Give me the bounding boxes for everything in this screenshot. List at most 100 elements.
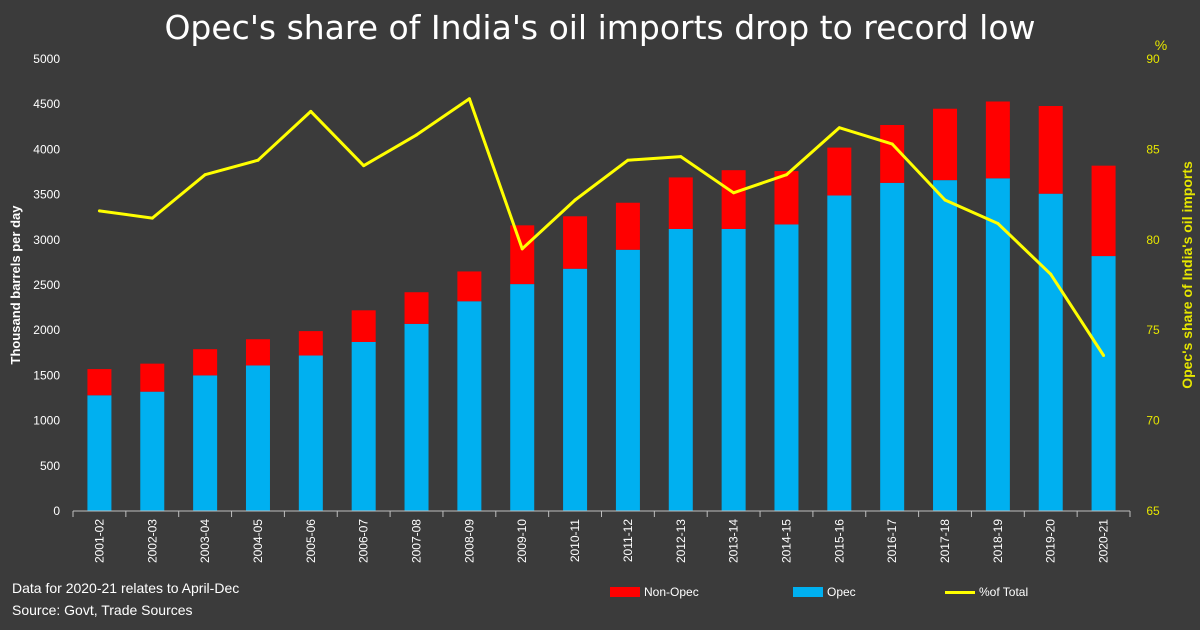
y-tick-label: 4000 (33, 142, 60, 156)
y2-axis-unit: % (1155, 37, 1167, 53)
legend-swatch-non-opec (610, 587, 640, 597)
chart-title: Opec's share of India's oil imports drop… (164, 8, 1036, 47)
x-tick-label: 2011-12 (621, 519, 635, 562)
bar-non-opec (404, 292, 429, 324)
legend-item-non-opec: Non-Opec (610, 585, 699, 599)
y-tick-label: 5000 (33, 52, 60, 66)
bar-opec (933, 180, 958, 512)
bar-non-opec (615, 202, 640, 250)
bar-opec (404, 323, 429, 511)
bar-non-opec (87, 369, 112, 396)
legend-label-percent-of-total: %of Total (979, 585, 1029, 599)
legend-label-non-opec: Non-Opec (644, 585, 699, 599)
x-tick-label: 2007-08 (410, 519, 424, 563)
bar-non-opec (827, 147, 852, 196)
line-point (415, 133, 419, 137)
legend-swatch-percent-of-total (945, 590, 975, 594)
bar-opec (880, 182, 905, 511)
line-point (943, 198, 947, 202)
bar-opec (193, 375, 218, 511)
bar-non-opec (298, 331, 323, 356)
line-point (573, 198, 577, 202)
x-tick-label: 2010-11 (568, 519, 582, 562)
bar-opec (668, 228, 693, 511)
bar-opec (140, 391, 165, 511)
line-point (996, 222, 1000, 226)
bar-non-opec (351, 310, 376, 342)
bar-non-opec (668, 177, 693, 229)
line-point (467, 97, 471, 101)
y-tick-label: 1500 (33, 368, 60, 382)
line-point (1102, 354, 1106, 358)
legend-item-percent-of-total: %of Total (945, 585, 1028, 599)
bar-non-opec (510, 225, 535, 285)
bar-non-opec (933, 108, 958, 181)
bar-non-opec (1038, 106, 1063, 194)
y-tick-label: 4500 (33, 97, 60, 111)
bar-opec (827, 195, 852, 511)
bar-non-opec (457, 271, 482, 302)
x-tick-label: 2001-02 (92, 519, 106, 563)
y-tick-label: 0 (53, 504, 60, 518)
line-point (679, 155, 683, 159)
y2-tick-label: 85 (1146, 142, 1160, 156)
y-tick-label: 1000 (33, 414, 60, 428)
footnote: Data for 2020-21 relates to April-Dec (12, 580, 240, 596)
x-tick-label: 2014-15 (779, 519, 793, 563)
y2-tick-label: 70 (1146, 414, 1160, 428)
bar-opec (774, 224, 799, 511)
y-tick-label: 3000 (33, 233, 60, 247)
bar-opec (298, 355, 323, 511)
x-tick-label: 2017-18 (938, 519, 952, 563)
x-tick-label: 2012-13 (674, 519, 688, 563)
bar-opec (615, 249, 640, 511)
bar-opec (457, 301, 482, 511)
line-point (1049, 272, 1053, 276)
legend-swatch-opec (793, 587, 823, 597)
y-tick-label: 500 (40, 459, 60, 473)
y2-tick-label: 65 (1146, 504, 1160, 518)
bar-opec (1038, 193, 1063, 512)
x-tick-label: 2020-21 (1097, 519, 1111, 563)
x-tick-label: 2018-19 (991, 519, 1005, 563)
y2-tick-label: 80 (1146, 233, 1160, 247)
line-point (784, 173, 788, 177)
bar-opec (245, 365, 270, 511)
source-note: Source: Govt, Trade Sources (12, 602, 193, 618)
line-point (732, 191, 736, 195)
bar-opec (1091, 256, 1116, 511)
line-point (362, 164, 366, 168)
bar-opec (985, 178, 1010, 511)
line-point (150, 216, 154, 220)
legend: Non-Opec Opec %of Total (0, 585, 1200, 603)
bar-opec (563, 268, 588, 511)
x-tick-label: 2008-09 (462, 519, 476, 563)
line-point (97, 209, 101, 213)
bar-opec (87, 395, 112, 511)
x-tick-label: 2015-16 (832, 519, 846, 563)
legend-item-opec: Opec (793, 585, 856, 599)
line-point (520, 247, 524, 251)
bar-non-opec (245, 339, 270, 366)
y-tick-label: 2000 (33, 323, 60, 337)
y-tick-label: 3500 (33, 188, 60, 202)
x-tick-label: 2002-03 (145, 519, 159, 563)
x-tick-label: 2003-04 (198, 519, 212, 563)
y-tick-label: 2500 (33, 278, 60, 292)
bar-non-opec (985, 101, 1010, 179)
y2-axis-label: Opec's share of India's oil imports (1179, 161, 1195, 389)
bar-non-opec (1091, 165, 1116, 257)
x-tick-label: 2004-05 (251, 519, 265, 563)
legend-label-opec: Opec (827, 585, 856, 599)
bar-opec (351, 341, 376, 511)
line-point (256, 158, 260, 162)
y2-tick-label: 90 (1146, 52, 1160, 66)
bar-opec (721, 228, 746, 511)
x-tick-label: 2016-17 (885, 519, 899, 563)
x-tick-label: 2009-10 (515, 519, 529, 563)
line-point (309, 109, 313, 113)
x-tick-label: 2006-07 (357, 519, 371, 563)
x-tick-label: 2019-20 (1044, 519, 1058, 563)
bar-opec (510, 284, 535, 511)
